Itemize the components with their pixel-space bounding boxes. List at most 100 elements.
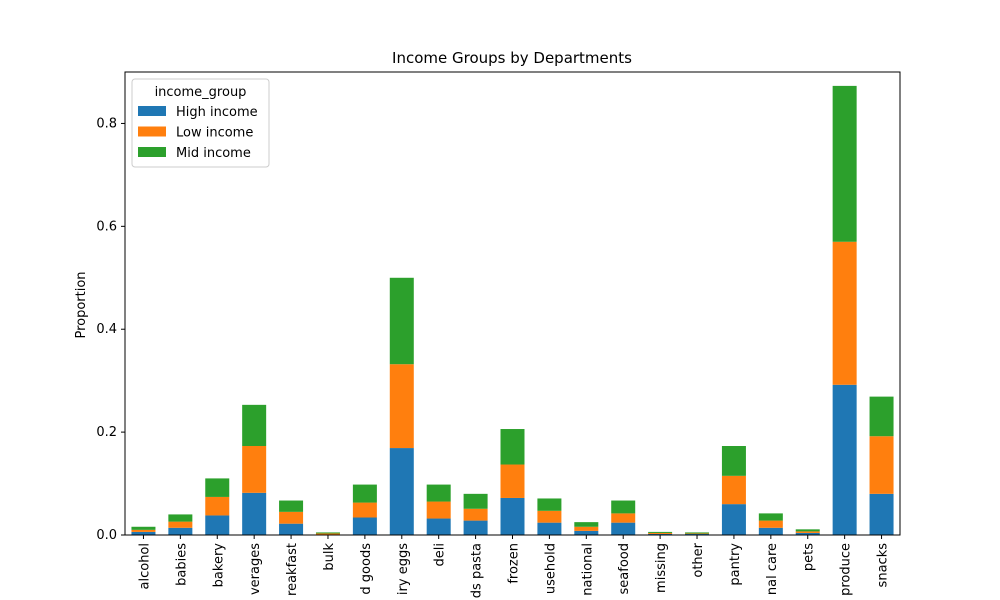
legend-label: High income (176, 105, 258, 120)
bar-segment (242, 404, 267, 447)
legend-label: Mid income (176, 146, 251, 161)
bar-segment (279, 511, 304, 524)
x-tick-label: usehold (543, 543, 558, 594)
bar-segment (869, 396, 894, 437)
bar-segment (795, 531, 820, 533)
x-tick-label: deli (433, 543, 448, 566)
bar-segment (611, 500, 636, 514)
bar-segment (352, 517, 377, 535)
bar-segment (574, 526, 599, 531)
bar-segment (352, 484, 377, 503)
bar-segment (131, 531, 156, 535)
bar-segment (721, 504, 746, 535)
bar-segment (168, 527, 193, 535)
x-tick-label: other (691, 542, 706, 577)
y-axis-label: Proportion (74, 271, 89, 338)
plot-frame (124, 71, 901, 536)
bar-segment (832, 241, 857, 385)
bar-segment (869, 493, 894, 535)
bar-segment (537, 510, 562, 523)
bar-segment (685, 532, 710, 534)
legend: income_group High income Low income Mid inc… (131, 78, 270, 168)
y-tick-label: 0.0 (96, 528, 117, 543)
x-tick-label: reakfast (285, 543, 300, 596)
legend-swatch (138, 147, 166, 157)
x-tick-label: verages (248, 543, 263, 595)
bar-segment (648, 533, 673, 535)
y-tick-label: 0.8 (96, 116, 117, 131)
bar-segment (315, 532, 340, 534)
bar-segment (463, 520, 488, 535)
bar-segment (242, 492, 267, 535)
bar-segment (205, 515, 230, 535)
bar-segment (832, 85, 857, 242)
bar-segment (389, 277, 414, 365)
bar-segment (242, 446, 267, 493)
x-tick-label: babies (174, 543, 189, 586)
bar-segment (463, 508, 488, 521)
bar-segment (832, 384, 857, 535)
bar-segment (758, 513, 783, 521)
bar-segment (648, 531, 673, 533)
legend-label: Low income (176, 126, 253, 141)
bar-segment (721, 475, 746, 505)
x-tick-label: seafood (617, 543, 632, 594)
bar-segment (574, 530, 599, 535)
bar-segment (611, 522, 636, 535)
legend-box (131, 78, 270, 168)
bar-segment (795, 532, 820, 535)
legend-title: income_group (155, 85, 247, 100)
bar-segment (648, 532, 673, 534)
x-tick-label: alcohol (137, 543, 152, 589)
bar-segment (426, 484, 451, 502)
bar-segment (758, 527, 783, 535)
bar-segment (426, 518, 451, 535)
x-tick-label: nal care (765, 543, 780, 595)
bar-segment (131, 529, 156, 532)
x-tick-label: pantry (728, 543, 743, 586)
bar-segment (463, 493, 488, 509)
chart-title: Income Groups by Departments (392, 49, 632, 67)
x-tick-label: bakery (211, 543, 226, 588)
bar-segment (279, 523, 304, 535)
bar-segment (537, 498, 562, 511)
x-axis: alcohol babies bakery verages reakfast bulk d … (137, 535, 891, 598)
bar-segment (500, 464, 525, 498)
bar-segment (795, 529, 820, 532)
x-tick-label: d goods (359, 543, 374, 595)
x-tick-label: pets (802, 543, 817, 571)
bar-segment (205, 478, 230, 497)
bar-segment (500, 497, 525, 535)
x-tick-label: ds pasta (470, 543, 485, 598)
bar-segment (574, 522, 599, 527)
y-axis: 0.0 0.2 0.4 0.6 0.8 (96, 116, 125, 543)
bar-segment (758, 520, 783, 528)
bar-segment (168, 521, 193, 528)
bar-segment (685, 533, 710, 534)
legend-swatch (138, 126, 166, 137)
bar-segment (389, 364, 414, 449)
bar-segment (426, 501, 451, 519)
x-tick-label: frozen (507, 543, 522, 584)
x-tick-label: missing (654, 543, 669, 593)
bar-segment (279, 500, 304, 512)
bar-segment (685, 533, 710, 535)
bar-segment (537, 522, 562, 535)
bar-segment (205, 496, 230, 516)
x-tick-label: produce (839, 543, 854, 596)
bar-segment (131, 526, 156, 530)
bars (131, 85, 894, 535)
bar-segment (611, 513, 636, 523)
x-tick-label: national (580, 543, 595, 596)
bar-segment (352, 502, 377, 518)
y-tick-label: 0.2 (96, 425, 117, 440)
y-tick-label: 0.6 (96, 219, 117, 234)
bar-segment (721, 446, 746, 476)
x-tick-label: iry eggs (396, 543, 411, 595)
bar-segment (389, 448, 414, 535)
bar-segment (500, 429, 525, 465)
bar-segment (168, 514, 193, 522)
legend-swatch (138, 106, 166, 116)
bar-segment (315, 533, 340, 535)
